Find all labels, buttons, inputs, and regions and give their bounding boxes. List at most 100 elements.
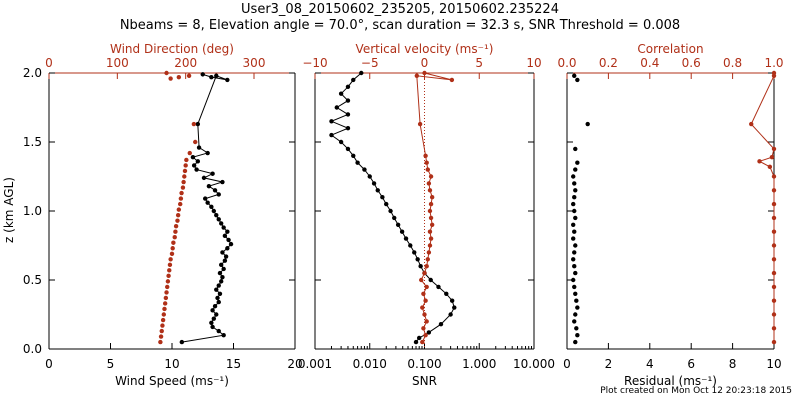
data-point [191, 121, 197, 127]
data-point [572, 250, 577, 255]
data-point [186, 73, 192, 78]
data-point [408, 243, 413, 248]
data-point [219, 279, 224, 284]
data-point [172, 235, 177, 240]
y-tick-label: 0.0 [23, 342, 42, 356]
data-point [412, 250, 417, 255]
data-point [422, 270, 427, 276]
data-point [420, 305, 425, 310]
data-point [200, 72, 205, 77]
y-tick-label: 2.0 [23, 66, 42, 80]
data-point [228, 241, 234, 247]
data-point [448, 312, 453, 317]
data-point [413, 339, 419, 345]
data-point [422, 70, 427, 76]
data-point [574, 326, 579, 331]
data-point [345, 98, 351, 103]
chart-title: User3_08_20150602_235205, 20150602.23522… [241, 2, 559, 17]
data-point [428, 236, 434, 241]
data-point [418, 264, 423, 269]
data-point [351, 153, 356, 158]
data-point [428, 174, 434, 179]
data-point [334, 105, 339, 110]
series-wind-speed [179, 72, 234, 345]
top-x-tick-label: −5 [361, 56, 379, 70]
data-point [573, 339, 578, 345]
data-point [575, 160, 580, 165]
data-point [769, 154, 775, 160]
data-point [162, 301, 168, 306]
data-point [219, 262, 224, 268]
data-point [210, 324, 215, 330]
data-point [573, 243, 578, 248]
data-point [212, 304, 218, 309]
data-point [225, 229, 230, 234]
top-x-tick-label: 10 [526, 56, 541, 70]
data-point [184, 157, 189, 163]
data-point [167, 262, 173, 268]
data-point [573, 215, 578, 221]
y-tick-label: 0.5 [23, 273, 42, 287]
data-point [384, 201, 389, 207]
data-point [210, 171, 215, 176]
x-tick-label: 20 [287, 357, 302, 371]
data-point [338, 91, 344, 96]
data-point [423, 298, 428, 303]
data-point [449, 298, 455, 303]
data-point [571, 236, 576, 241]
data-point [421, 291, 426, 296]
top-axis-label: Vertical velocity (ms⁻¹) [356, 42, 494, 56]
series-snr [329, 70, 457, 345]
data-point [212, 188, 218, 193]
data-point [771, 339, 777, 345]
data-point [215, 295, 220, 301]
data-point [419, 277, 424, 283]
data-point [209, 204, 214, 210]
data-point [575, 77, 580, 83]
data-point [222, 233, 228, 239]
data-point [160, 317, 166, 323]
data-point [203, 196, 208, 201]
data-point [767, 164, 773, 170]
data-point [362, 167, 367, 172]
panel-right [566, 70, 777, 350]
data-point [181, 179, 186, 185]
data-point [190, 154, 196, 160]
data-point [771, 229, 777, 234]
data-point [424, 319, 429, 324]
data-point [395, 222, 401, 227]
data-point [179, 190, 184, 196]
data-point [575, 333, 580, 338]
data-point [415, 257, 420, 262]
top-x-tick-label: 200 [174, 56, 197, 70]
data-point [201, 175, 207, 181]
data-point [414, 73, 420, 78]
data-point [160, 323, 165, 328]
data-point [427, 243, 433, 248]
data-point [452, 305, 457, 310]
data-point [345, 126, 351, 131]
data-point [195, 159, 201, 164]
data-point [193, 139, 198, 145]
data-point [573, 167, 578, 172]
data-point [771, 188, 777, 193]
data-point [573, 146, 578, 152]
series-residual [571, 73, 590, 345]
x-tick-label: 5 [107, 357, 115, 371]
data-point [571, 222, 576, 227]
data-point [158, 334, 164, 339]
data-point [572, 319, 577, 324]
series-line [750, 73, 775, 343]
data-point [220, 275, 225, 280]
data-point [428, 201, 434, 207]
data-point [165, 279, 171, 284]
data-point [221, 333, 226, 338]
data-point [211, 316, 217, 321]
data-point [182, 168, 188, 174]
top-x-tick-label: 0.4 [640, 56, 659, 70]
top-x-tick-label: 100 [106, 56, 129, 70]
data-point [158, 339, 163, 345]
data-point [428, 277, 433, 283]
data-point [757, 159, 762, 164]
data-point [222, 258, 228, 263]
